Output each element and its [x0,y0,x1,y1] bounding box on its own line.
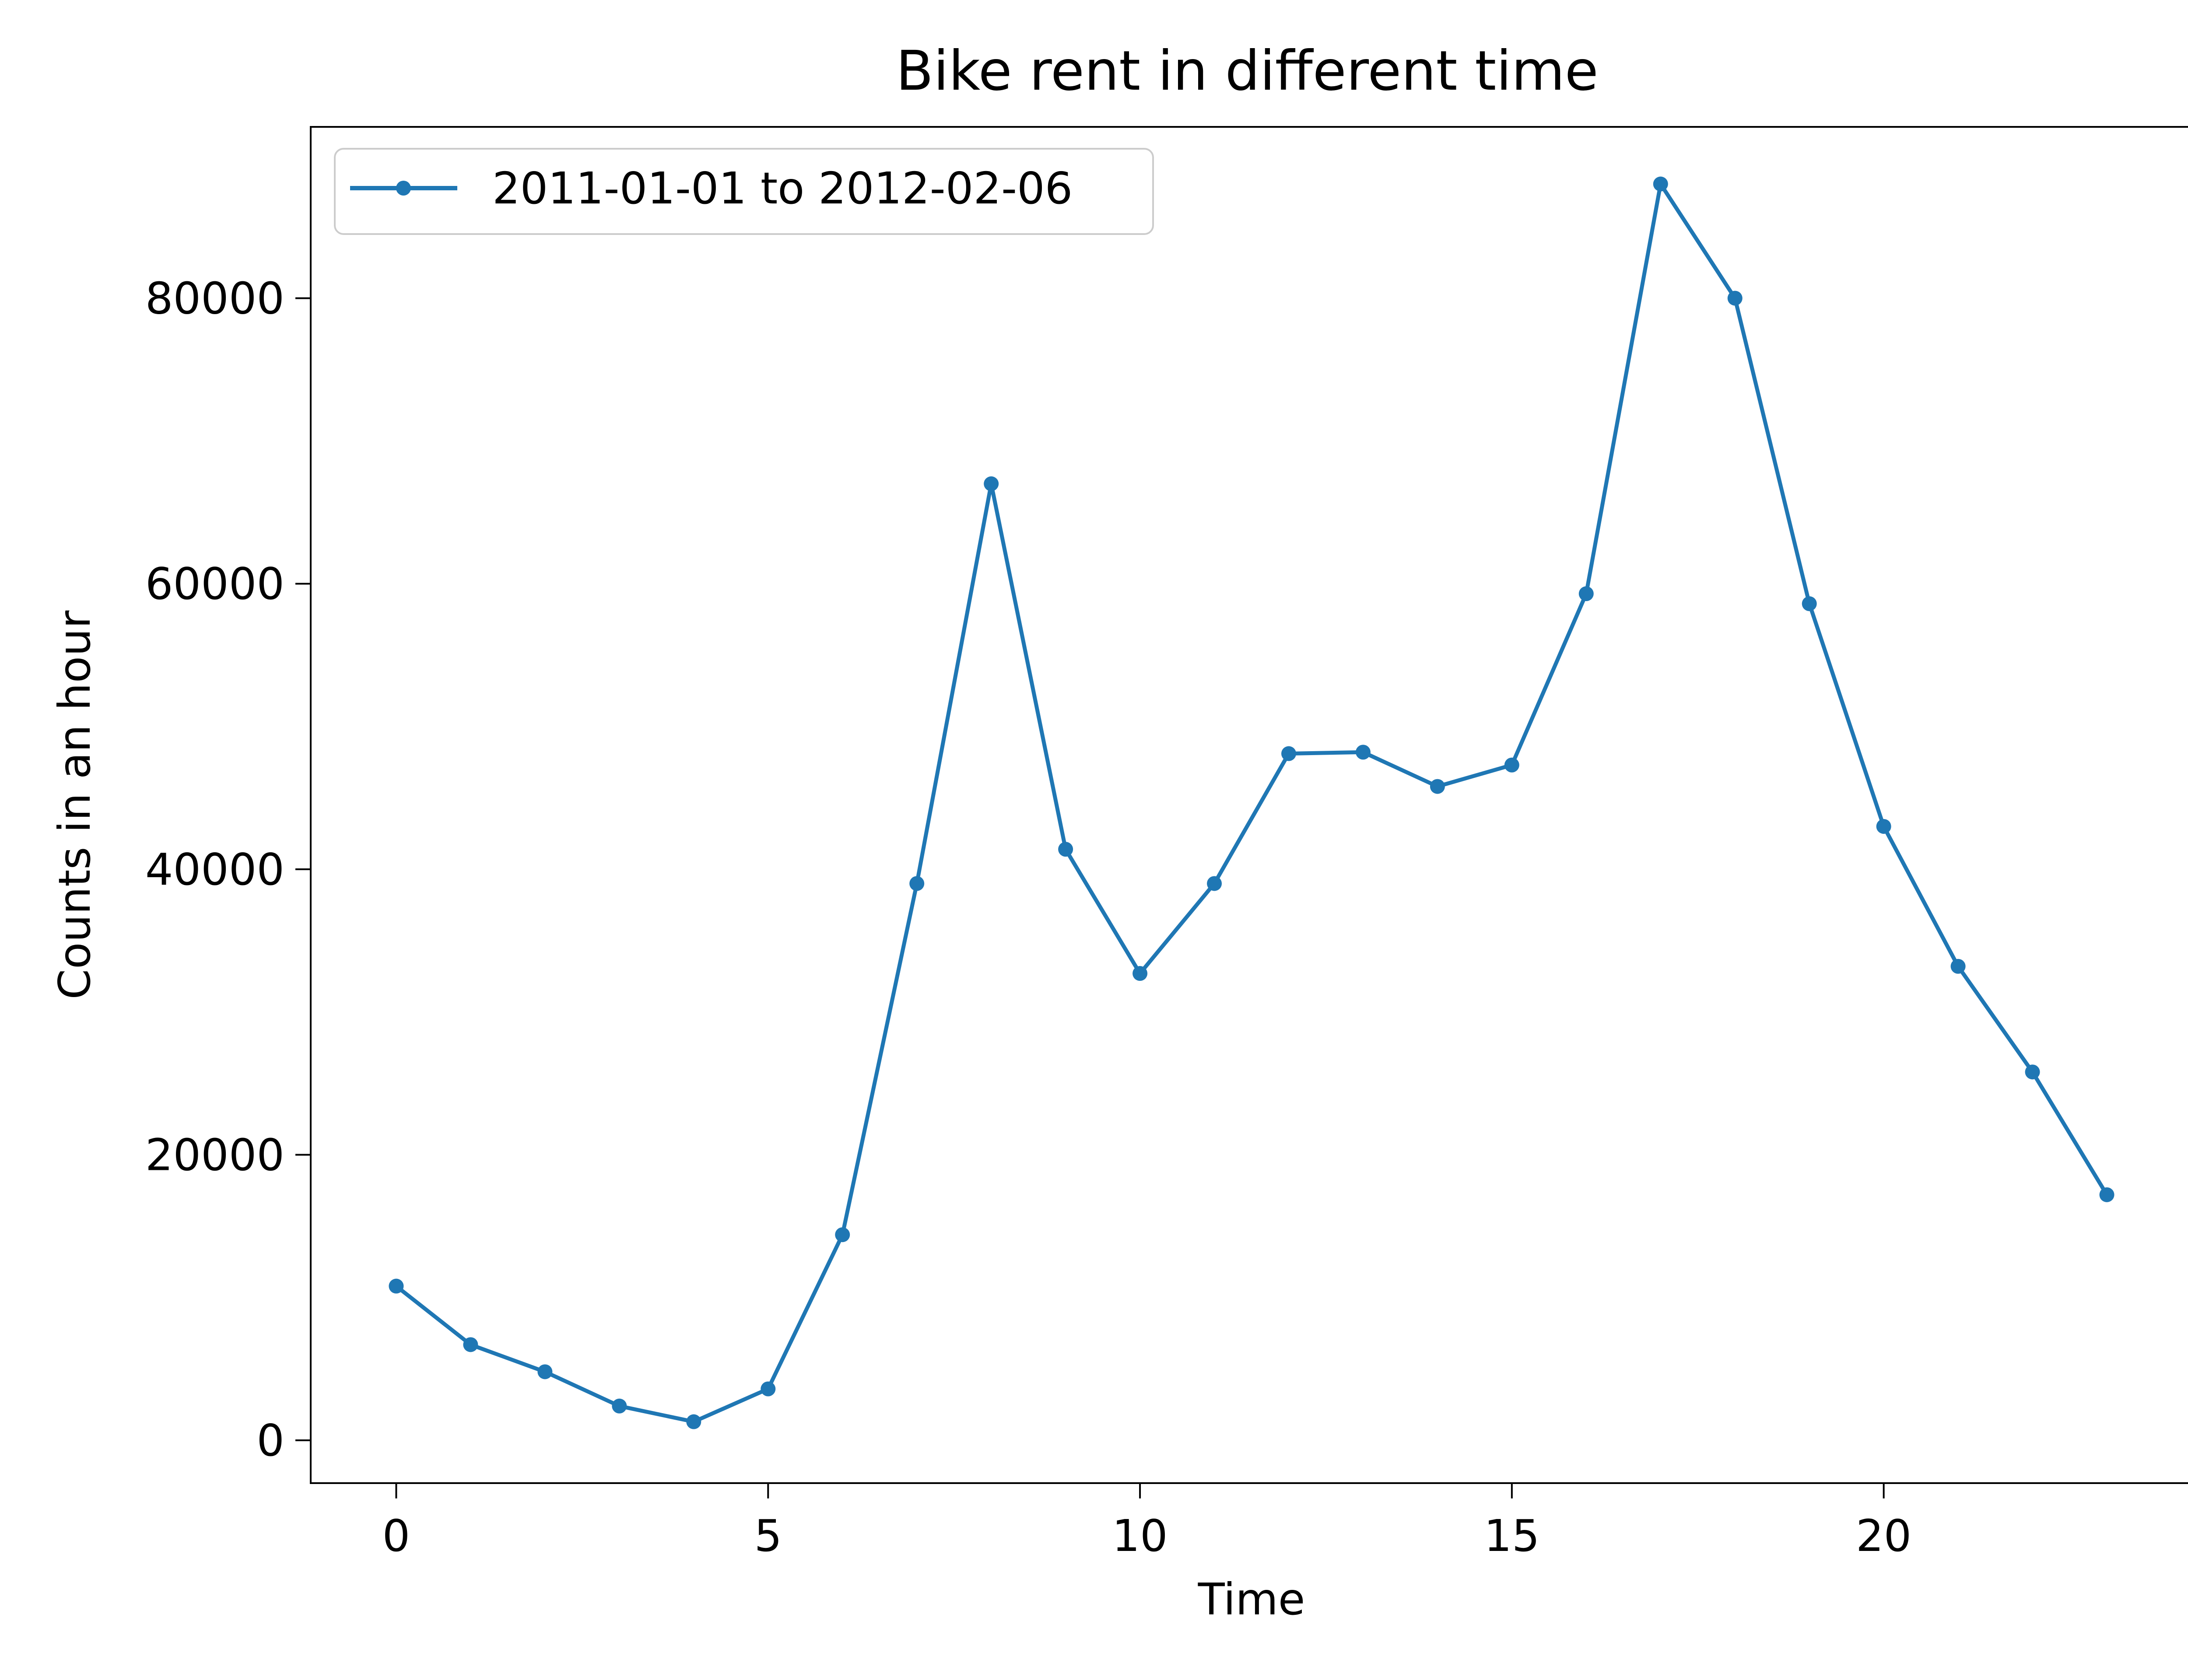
data-point [2025,1064,2040,1080]
axis-ticks: 0 5 10 15 20 0 20000 40000 60000 80000 [145,273,1911,1561]
plot-frame [310,126,2188,1484]
y-tick-label: 60000 [145,558,284,609]
data-point [1653,176,1668,192]
data-point [1133,966,1148,981]
data-point [909,876,925,891]
x-tick-label: 15 [1484,1510,1539,1561]
data-point [1578,586,1594,602]
data-point [1281,746,1296,761]
data-point [686,1414,701,1429]
y-tick-label: 0 [256,1415,284,1466]
data-point [1355,745,1371,760]
data-point [1207,876,1222,891]
data-point [761,1381,776,1396]
legend-marker-swatch [396,181,411,196]
legend: 2011-01-01 to 2012-02-06 [334,148,1154,235]
data-point [835,1227,850,1242]
data-point [1727,290,1743,306]
y-tick-label: 40000 [145,844,284,895]
series-layer [389,176,2114,1429]
series-line [394,182,2109,1424]
x-tick-label: 5 [754,1510,782,1561]
legend-entry-label: 2011-01-01 to 2012-02-06 [492,163,1073,214]
data-point [1430,779,1445,794]
data-point [389,1278,404,1294]
data-point [463,1337,478,1352]
chart-title: Bike rent in different time [896,39,1598,103]
data-point [1504,757,1519,773]
data-point [2099,1187,2114,1202]
x-tick-label: 20 [1856,1510,1911,1561]
legend-box [334,148,1154,235]
x-tick-label: 0 [382,1510,410,1561]
data-point [1058,842,1073,857]
data-point [537,1364,553,1379]
y-axis-label: Counts in an hour [49,610,100,999]
data-point [1950,959,1966,974]
y-tick-label: 80000 [145,273,284,324]
x-axis-label: Time [1198,1574,1305,1625]
y-tick-label: 20000 [145,1129,284,1180]
data-point [984,476,999,491]
x-tick-label: 10 [1112,1510,1168,1561]
data-point [1802,596,1817,611]
data-point [612,1398,627,1414]
data-point [1876,819,1891,834]
